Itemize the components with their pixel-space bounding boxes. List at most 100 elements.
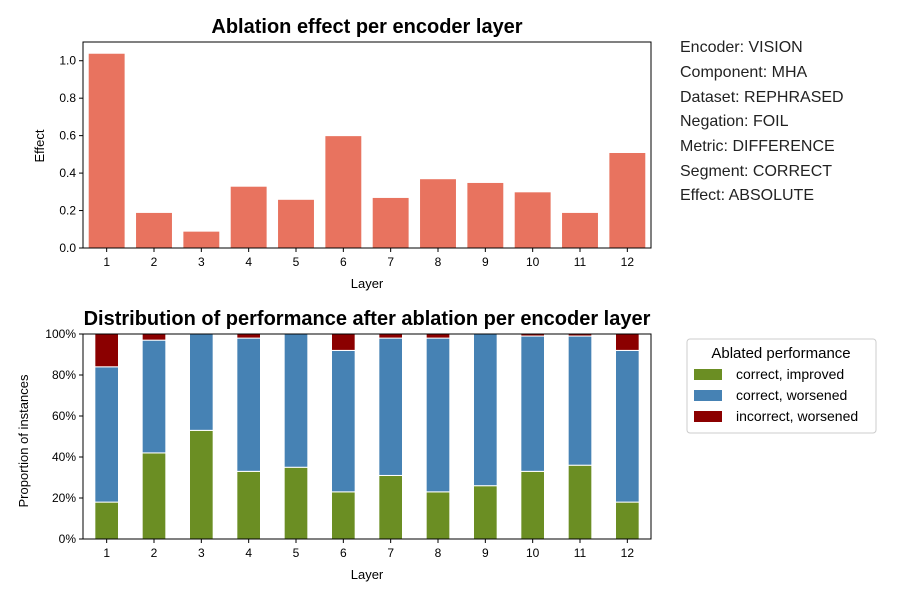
bar-segment-correct-improved-layer-4 bbox=[236, 470, 261, 540]
bar-layer-6 bbox=[324, 135, 363, 249]
bar-segment-incorrect-worsened-layer-8 bbox=[425, 333, 451, 339]
x-tick-label: 7 bbox=[387, 546, 394, 560]
bar-layer-8 bbox=[419, 178, 457, 249]
legend-label: correct, worsened bbox=[736, 387, 847, 403]
metadata-negation: Negation: FOIL bbox=[680, 113, 789, 130]
bar-layer-2 bbox=[135, 211, 173, 249]
bar-segment-correct-worsened-layer-12 bbox=[615, 349, 640, 503]
x-tick-label: 3 bbox=[198, 546, 205, 560]
bar-segment-correct-improved-layer-5 bbox=[283, 466, 309, 540]
bar-segment-incorrect-worsened-layer-6 bbox=[331, 333, 356, 351]
bar-segment-correct-worsened-layer-10 bbox=[520, 335, 545, 472]
bar-segment-correct-worsened-layer-3 bbox=[189, 333, 214, 431]
axes: 0%20%40%60%80%100%1 2 3 4 5 6 7 8 9 10 11 12 bbox=[45, 327, 652, 560]
x-tick-label: 6 bbox=[340, 546, 347, 560]
x-tick-label: 6 bbox=[340, 255, 347, 269]
bar-segment-incorrect-worsened-layer-12 bbox=[615, 333, 640, 351]
chart-title: Distribution of performance after ablati… bbox=[84, 308, 651, 330]
bar-segment-correct-improved-layer-8 bbox=[425, 491, 451, 540]
x-tick-label: 12 bbox=[621, 546, 635, 560]
bar-layer-9 bbox=[466, 181, 505, 249]
y-tick-label: 60% bbox=[52, 409, 76, 423]
x-tick-label: 12 bbox=[621, 255, 635, 269]
bar-segment-correct-worsened-layer-4 bbox=[236, 337, 261, 472]
bar-segment-incorrect-worsened-layer-1 bbox=[94, 333, 120, 368]
legend-swatch bbox=[694, 411, 722, 422]
x-tick-label: 8 bbox=[435, 255, 442, 269]
bar-layer-1 bbox=[87, 52, 126, 249]
axes: 0.00.20.40.60.81.01 2 3 4 5 6 7 8 9 10 11 12 bbox=[59, 41, 652, 269]
x-tick-label: 9 bbox=[482, 255, 489, 269]
bar-segment-correct-improved-layer-7 bbox=[378, 474, 404, 540]
plot-frame bbox=[82, 41, 652, 249]
bar-segment-correct-improved-layer-1 bbox=[94, 501, 120, 540]
x-tick-label: 2 bbox=[151, 546, 158, 560]
y-axis-label: Effect bbox=[32, 129, 47, 162]
bar-segment-correct-improved-layer-6 bbox=[331, 491, 356, 540]
metadata-component: Component: MHA bbox=[680, 64, 808, 81]
x-tick-label: 3 bbox=[198, 255, 205, 269]
y-tick-label: 100% bbox=[45, 327, 76, 341]
bar-segment-correct-worsened-layer-8 bbox=[425, 337, 451, 493]
performance-distribution-chart: Distribution of performance after ablati… bbox=[16, 308, 877, 582]
x-tick-label: 9 bbox=[482, 546, 489, 560]
bar-layer-4 bbox=[229, 185, 268, 249]
bar-segment-correct-improved-layer-12 bbox=[615, 501, 640, 540]
y-tick-label: 0% bbox=[59, 532, 77, 546]
y-tick-label: 0.6 bbox=[59, 129, 76, 143]
bar-layer-5 bbox=[277, 198, 315, 249]
legend-title: Ablated performance bbox=[711, 345, 850, 362]
stacked-bar-series bbox=[94, 333, 640, 540]
x-tick-label: 2 bbox=[151, 255, 158, 269]
bar-segment-correct-improved-layer-10 bbox=[520, 470, 545, 540]
x-tick-label: 7 bbox=[387, 255, 394, 269]
y-tick-label: 0.4 bbox=[59, 166, 76, 180]
legend-items: correct, improved correct, worsened incorr… bbox=[694, 366, 858, 424]
bar-segment-incorrect-worsened-layer-7 bbox=[378, 333, 404, 339]
y-tick-label: 0.0 bbox=[59, 241, 76, 255]
metadata-segment: Segment: CORRECT bbox=[680, 163, 833, 180]
x-axis-label: Layer bbox=[351, 276, 384, 291]
x-tick-label: 1 bbox=[103, 546, 110, 560]
x-tick-label: 11 bbox=[574, 546, 587, 560]
x-tick-label: 4 bbox=[245, 255, 252, 269]
legend-swatch bbox=[694, 369, 722, 380]
x-axis-label: Layer bbox=[351, 567, 384, 582]
bar-layer-3 bbox=[182, 230, 221, 249]
bar-layer-10 bbox=[513, 191, 552, 249]
plot-frame bbox=[82, 333, 652, 540]
metadata-dataset: Dataset: REPHRASED bbox=[680, 89, 844, 106]
x-tick-label: 5 bbox=[293, 255, 300, 269]
y-tick-label: 0.8 bbox=[59, 91, 76, 105]
legend: Ablated performance correct, improvedcor… bbox=[686, 338, 877, 434]
y-axis-label: Proportion of instances bbox=[16, 374, 31, 507]
metadata-effect: Effect: ABSOLUTE bbox=[680, 187, 814, 204]
bar-series bbox=[87, 52, 647, 249]
x-tick-label: 10 bbox=[526, 255, 540, 269]
x-tick-label: 10 bbox=[526, 546, 540, 560]
bar-segment-correct-worsened-layer-7 bbox=[378, 337, 404, 476]
legend-label: incorrect, worsened bbox=[736, 408, 858, 424]
bar-segment-correct-worsened-layer-2 bbox=[141, 339, 167, 454]
bar-layer-12 bbox=[608, 151, 647, 249]
metadata-encoder: Encoder: VISION bbox=[680, 39, 803, 56]
y-tick-label: 1.0 bbox=[59, 54, 76, 68]
bar-segment-correct-worsened-layer-9 bbox=[473, 333, 498, 487]
x-tick-label: 1 bbox=[103, 255, 110, 269]
bar-segment-correct-worsened-layer-5 bbox=[283, 333, 309, 468]
ablation-effect-chart: Ablation effect per encoder layer 0.0 0.2… bbox=[32, 16, 652, 291]
y-tick-label: 20% bbox=[52, 491, 76, 505]
legend-frame bbox=[686, 338, 877, 434]
x-tick-label: 11 bbox=[574, 255, 587, 269]
chart-title: Ablation effect per encoder layer bbox=[211, 16, 522, 38]
bar-segment-correct-worsened-layer-6 bbox=[331, 349, 356, 493]
x-tick-label: 5 bbox=[293, 546, 300, 560]
bar-segment-correct-worsened-layer-1 bbox=[94, 366, 120, 503]
y-tick-label: 0.2 bbox=[59, 204, 76, 218]
bar-layer-11 bbox=[561, 211, 599, 249]
bar-segment-correct-improved-layer-11 bbox=[567, 464, 593, 540]
y-tick-label: 40% bbox=[52, 450, 76, 464]
legend-label: correct, improved bbox=[736, 366, 844, 382]
y-tick-label: 80% bbox=[52, 368, 76, 382]
